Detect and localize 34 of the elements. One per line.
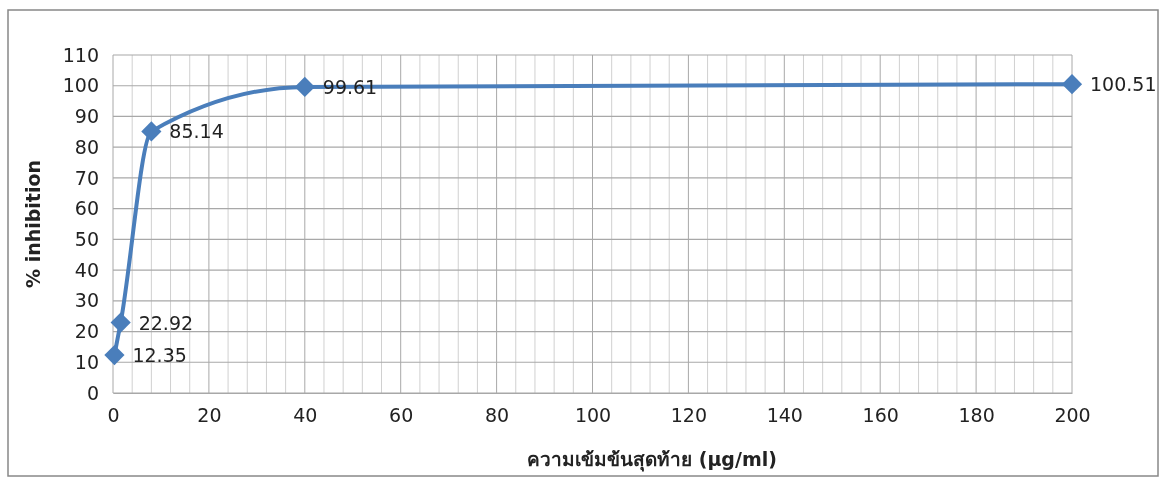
x-tick-label: 180 (958, 404, 995, 427)
x-tick-label: 40 (293, 404, 318, 427)
y-tick-label: 80 (74, 135, 99, 158)
y-tick-label: 0 (86, 381, 99, 404)
x-tick-label: 80 (485, 404, 510, 427)
y-tick-label: 100 (62, 74, 99, 97)
x-tick-label: 60 (389, 404, 414, 427)
point (294, 76, 315, 98)
data-label: 22.92 (138, 311, 194, 334)
x-tick-label: 160 (862, 404, 899, 427)
data-label: 12.35 (132, 344, 187, 367)
y-tick-label: 90 (74, 105, 99, 128)
point (110, 312, 131, 333)
data-label: 100.51 (1090, 73, 1157, 96)
y-tick-label: 110 (62, 43, 99, 66)
x-tick-label: 0 (107, 404, 120, 427)
y-tick-label: 70 (74, 166, 99, 189)
y-tick-label: 10 (74, 350, 99, 373)
y-tick-label: 40 (74, 258, 99, 281)
point (104, 344, 125, 366)
y-axis-title: % inhibition (22, 159, 44, 289)
x-tick-label: 120 (670, 404, 708, 427)
y-tick-label: 50 (74, 227, 99, 250)
y-tick-label: 60 (74, 197, 99, 220)
x-tick-label: 100 (574, 404, 612, 427)
point (141, 121, 162, 142)
point (1061, 74, 1083, 95)
y-tick-label: 20 (74, 320, 99, 343)
x-tick-label: 200 (1054, 404, 1091, 427)
x-tick-label: 140 (766, 404, 803, 427)
data-label: 85.14 (169, 120, 224, 143)
y-tick-label: 30 (74, 289, 99, 312)
x-axis-title: ความเข้มข้นสุดท้าย (µg/ml) (527, 448, 777, 472)
x-tick-label: 20 (197, 404, 222, 427)
